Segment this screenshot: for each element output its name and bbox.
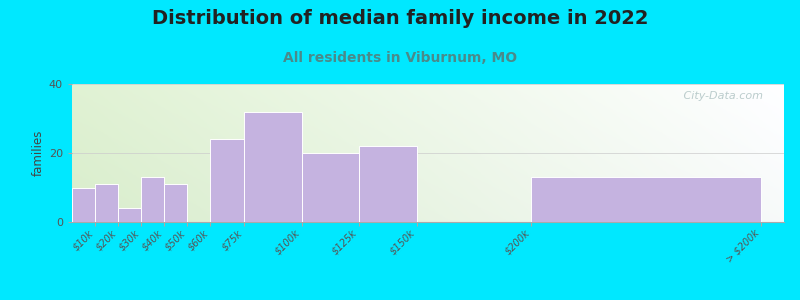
Text: Distribution of median family income in 2022: Distribution of median family income in … — [152, 9, 648, 28]
Bar — [531, 177, 761, 222]
Text: All residents in Viburnum, MO: All residents in Viburnum, MO — [283, 51, 517, 65]
Bar — [244, 112, 302, 222]
Bar — [210, 139, 244, 222]
Bar — [164, 184, 187, 222]
Bar — [359, 146, 417, 222]
Text: City-Data.com: City-Data.com — [680, 91, 762, 101]
Bar — [118, 208, 141, 222]
Y-axis label: families: families — [32, 130, 45, 176]
Bar — [72, 188, 95, 222]
Bar — [95, 184, 118, 222]
Bar — [141, 177, 164, 222]
Bar — [302, 153, 359, 222]
